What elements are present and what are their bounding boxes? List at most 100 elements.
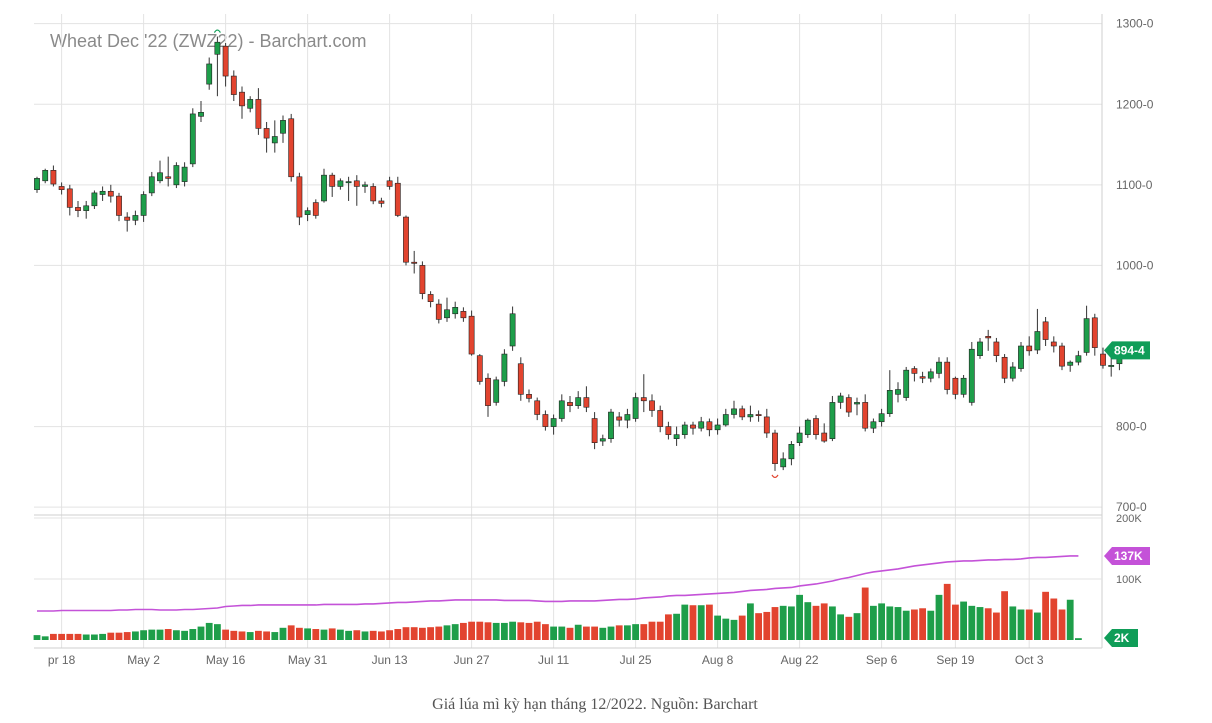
candle-down	[296, 176, 303, 218]
figure-caption: Giá lúa mì kỳ hạn tháng 12/2022. Nguồn: …	[432, 696, 758, 713]
candle-down	[534, 400, 541, 415]
volume-bar	[681, 604, 689, 640]
candle-down	[862, 402, 869, 429]
volume-bar	[476, 621, 484, 640]
volume-bar	[812, 605, 820, 640]
candle-up	[1083, 318, 1090, 353]
candle-up	[714, 424, 721, 431]
volume-bar	[952, 604, 959, 640]
candle-down	[616, 416, 623, 421]
volume-bar	[337, 629, 344, 640]
candle-down	[1091, 317, 1098, 348]
volume-bar	[788, 606, 795, 640]
volume-bar	[935, 594, 943, 640]
candle-up	[796, 432, 803, 443]
volume-bar	[591, 626, 598, 640]
volume-bar	[738, 615, 746, 640]
volume-bar	[689, 605, 697, 640]
candle-down	[772, 432, 778, 464]
volume-bar	[271, 632, 279, 640]
candle-up	[444, 309, 450, 319]
volume-bar	[33, 635, 41, 640]
candle-up	[903, 369, 910, 398]
candle-down	[165, 176, 172, 179]
candle-down	[755, 414, 762, 416]
candle-down	[1100, 353, 1106, 366]
volume-bar	[419, 627, 426, 640]
volume-bar	[517, 622, 525, 640]
candle-up	[977, 341, 983, 356]
volume-bar	[796, 594, 803, 640]
candle-up	[804, 419, 811, 435]
price-tick-label: 800-0	[1116, 420, 1147, 434]
volume-bar	[394, 629, 402, 640]
candle-up	[731, 408, 737, 415]
volume-bar	[747, 603, 754, 640]
candle-up	[321, 174, 327, 202]
candle-up	[99, 190, 106, 195]
candle-up	[550, 418, 557, 427]
volume-bar	[82, 634, 90, 640]
candle-up	[271, 136, 278, 144]
candle-down	[657, 410, 664, 427]
volume-bar	[984, 608, 992, 640]
volume-bar	[960, 601, 967, 640]
candle-down	[255, 99, 262, 129]
candle-up	[452, 307, 459, 315]
candle-up	[927, 371, 934, 379]
volume-bar	[509, 621, 516, 640]
price-tick-label: 1100-0	[1116, 178, 1153, 192]
candle-up	[895, 389, 901, 395]
volume-bar	[148, 629, 156, 640]
volume-bar	[648, 621, 656, 640]
candle-down	[288, 118, 295, 178]
volume-bar	[853, 613, 861, 640]
candle-down	[411, 261, 418, 264]
last-volume-flag	[1104, 629, 1138, 647]
volume-bar	[304, 628, 311, 640]
volume-bar	[607, 626, 615, 640]
volume-bar	[542, 624, 549, 640]
chart-canvas: Wheat Dec '22 (ZWZ22) - Barchart.com 130…	[33, 14, 1154, 667]
volume-bar	[870, 605, 877, 640]
volume-bar	[353, 630, 361, 640]
candle-down	[706, 421, 713, 431]
volume-bar	[255, 630, 262, 640]
volume-bar	[99, 633, 106, 640]
candle-down	[329, 174, 336, 187]
candle-up	[632, 397, 639, 419]
low-marker	[771, 474, 779, 478]
candle-up	[181, 166, 188, 182]
price-tick-label: 700-0	[1116, 500, 1147, 514]
volume-bar	[722, 618, 730, 640]
volume-bar	[1042, 591, 1049, 640]
candle-down	[649, 400, 655, 411]
candle-up	[206, 63, 213, 85]
candle-up	[345, 181, 352, 184]
volume-tick-label: 200K	[1116, 513, 1142, 525]
volume-moving-average	[37, 555, 1079, 612]
volume-bar	[1017, 609, 1025, 640]
candle-down	[476, 355, 483, 382]
candle-down	[312, 202, 319, 216]
ma-label: 137K	[1114, 549, 1143, 563]
candle-up	[280, 120, 286, 134]
candle-up	[132, 215, 139, 221]
volume-bar	[820, 603, 828, 640]
volume-bar	[566, 627, 574, 640]
candle-down	[919, 376, 926, 379]
candle-up	[780, 458, 787, 468]
price-chart: Wheat Dec '22 (ZWZ22) - Barchart.com 130…	[33, 14, 1154, 667]
volume-bar	[107, 632, 115, 640]
candle-down	[370, 186, 377, 202]
volume-bar	[345, 630, 352, 640]
candle-down	[526, 394, 532, 399]
x-tick-label: Jun 27	[454, 653, 490, 667]
candle-up	[1018, 345, 1024, 369]
candle-down	[845, 397, 852, 413]
volume-bar	[140, 630, 147, 640]
x-tick-label: Sep 19	[936, 653, 974, 667]
volume-bar	[632, 624, 639, 640]
volume-bar	[714, 615, 721, 640]
volume-bar	[386, 630, 393, 640]
